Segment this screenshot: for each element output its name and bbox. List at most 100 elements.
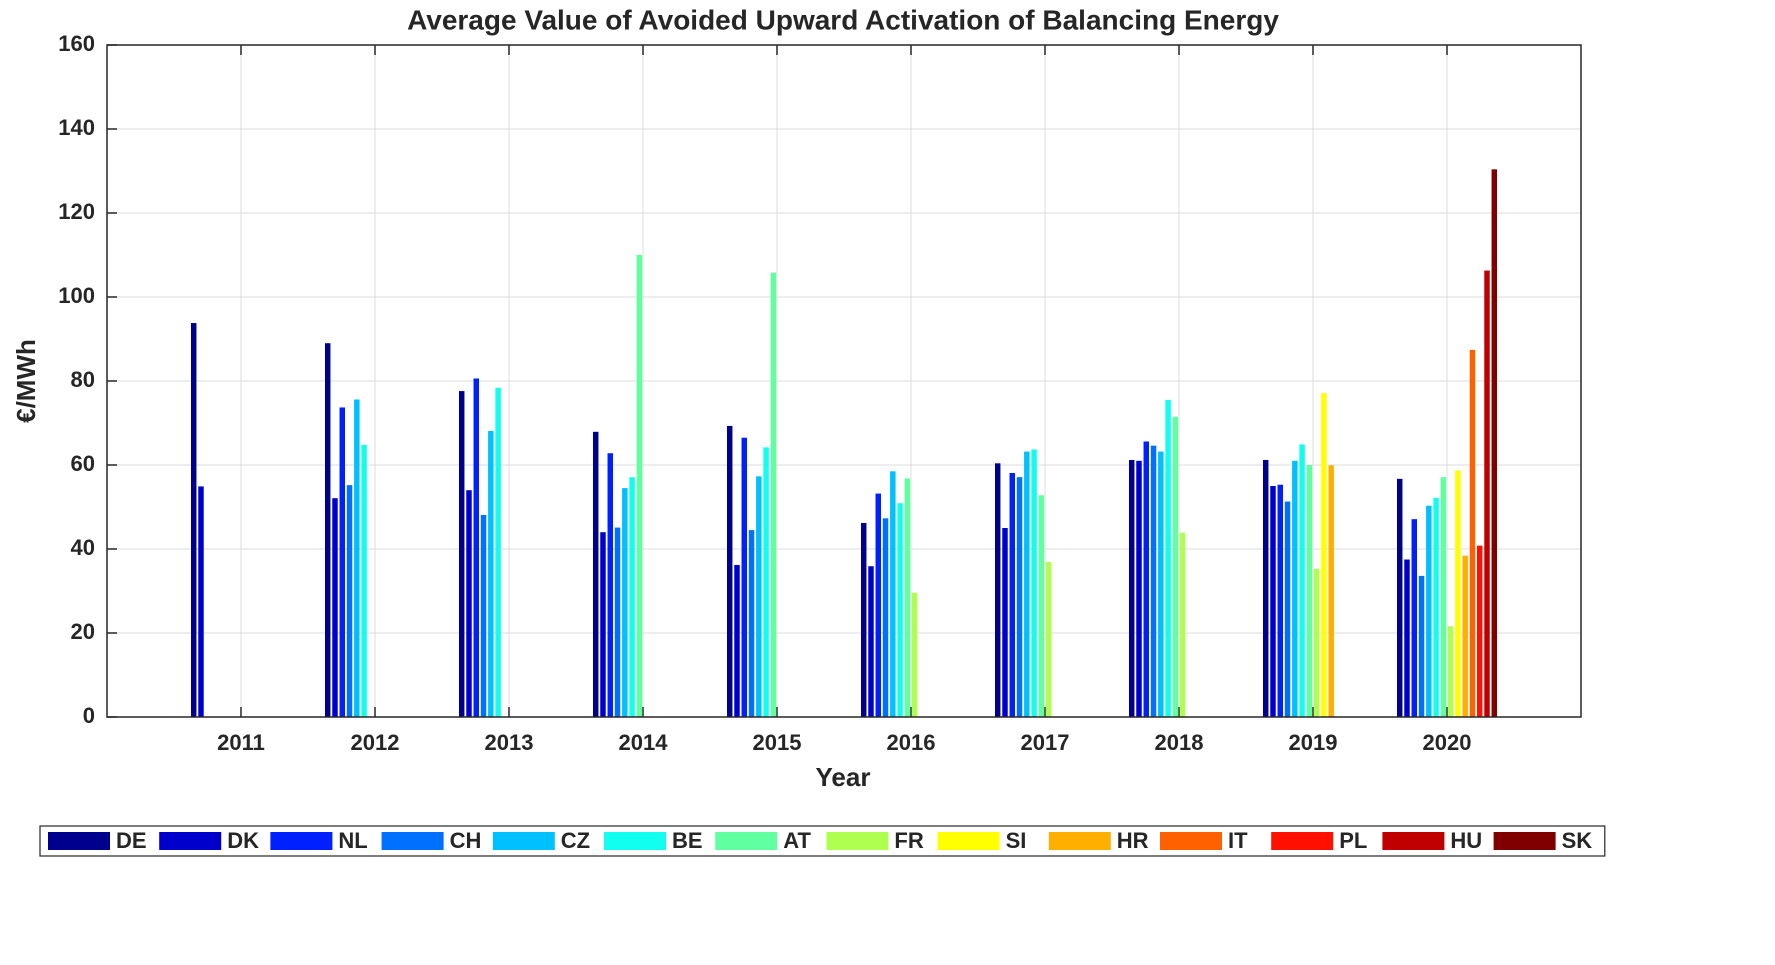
y-tick-label: 0 [83, 703, 95, 728]
bar [1411, 519, 1417, 717]
bar [458, 391, 465, 717]
legend-swatch [381, 832, 444, 850]
bar [1002, 528, 1008, 717]
legend-swatch [1271, 832, 1334, 850]
legend-swatch [1382, 832, 1445, 850]
bar [1433, 497, 1439, 717]
y-tick-label: 160 [58, 31, 95, 56]
bar [1165, 399, 1171, 717]
bar [1277, 484, 1283, 717]
x-tick-label: 2011 [217, 730, 265, 755]
y-tick-label: 20 [71, 619, 95, 644]
legend-swatch [826, 832, 889, 850]
legend-label: IT [1228, 828, 1248, 853]
x-tick-label: 2016 [887, 730, 936, 755]
x-tick-label: 2015 [753, 730, 802, 755]
bar [592, 431, 599, 717]
bar [1491, 169, 1498, 717]
bar [1440, 477, 1447, 717]
legend-label: SK [1562, 828, 1593, 853]
bar [770, 272, 777, 717]
legend-label: HU [1450, 828, 1482, 853]
bar [904, 478, 911, 717]
y-tick-label: 140 [58, 115, 95, 140]
bar [622, 488, 628, 717]
legend-label: AT [783, 828, 811, 853]
bar [1426, 505, 1432, 717]
legend-label: DE [116, 828, 147, 853]
bar [339, 407, 345, 717]
bar [324, 343, 331, 717]
x-tick-label: 2013 [485, 730, 534, 755]
legend-swatch [604, 832, 666, 850]
bar [1418, 575, 1425, 717]
legend-swatch [270, 832, 333, 850]
bar [1045, 562, 1052, 717]
bar [1284, 501, 1291, 717]
bar [1024, 451, 1030, 717]
bar [1038, 495, 1045, 717]
bar [1031, 449, 1037, 717]
bar [1262, 459, 1269, 717]
legend-label: SI [1006, 828, 1027, 853]
bar [636, 255, 643, 717]
legend-label: NL [338, 828, 367, 853]
y-axis-label: €/MWh [11, 339, 41, 423]
bar [1128, 459, 1135, 717]
bar [868, 566, 874, 717]
bar [480, 514, 487, 717]
legend-label: HR [1117, 828, 1149, 853]
bar [1179, 532, 1186, 717]
chart-title: Average Value of Avoided Upward Activati… [407, 4, 1279, 35]
bar [495, 387, 501, 717]
bar [473, 378, 479, 717]
bar [1469, 349, 1476, 717]
bar [726, 425, 733, 717]
bar [741, 437, 747, 717]
bar [1313, 568, 1320, 717]
y-tick-label: 120 [58, 199, 95, 224]
y-tick-label: 40 [71, 535, 95, 560]
bar [1404, 559, 1410, 717]
bar [1321, 393, 1327, 717]
x-tick-label: 2019 [1289, 730, 1338, 755]
plot-frame [106, 44, 1582, 718]
bar [882, 518, 889, 717]
bar [994, 463, 1001, 717]
bar [361, 444, 367, 717]
bar [734, 564, 740, 717]
bar [466, 490, 472, 717]
bar [1270, 486, 1276, 717]
legend-label: CH [450, 828, 482, 853]
y-tick-label: 60 [71, 451, 95, 476]
legend-swatch [715, 832, 778, 850]
x-tick-label: 2018 [1155, 730, 1204, 755]
bar [1292, 460, 1298, 717]
bar [1396, 478, 1403, 717]
bar [1477, 545, 1483, 717]
legend-label: BE [672, 828, 703, 853]
x-tick-label: 2017 [1021, 730, 1070, 755]
bar [198, 486, 204, 717]
x-tick-label: 2014 [619, 730, 669, 755]
y-tick-label: 100 [58, 283, 95, 308]
bar [1143, 441, 1149, 717]
legend-label: PL [1339, 828, 1367, 853]
legend-swatch [1493, 832, 1556, 850]
y-tick-label: 80 [71, 367, 95, 392]
bar [756, 476, 762, 717]
bar [897, 503, 903, 717]
x-axis-label: Year [816, 762, 871, 792]
bar [488, 430, 494, 717]
legend-label: FR [894, 828, 923, 853]
bar [1016, 477, 1023, 717]
bar [1462, 555, 1468, 717]
bar [890, 471, 896, 717]
bar [332, 498, 338, 717]
bar [860, 522, 867, 717]
bar [354, 399, 360, 717]
bar [763, 447, 769, 717]
x-tick-label: 2012 [351, 730, 400, 755]
